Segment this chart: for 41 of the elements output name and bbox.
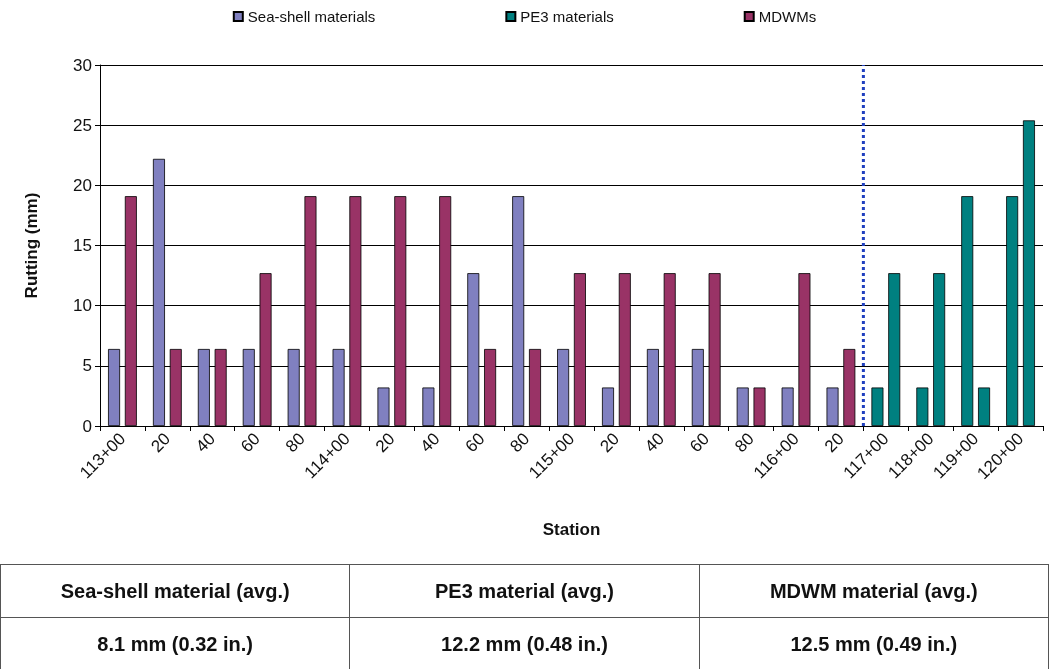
- x-tick-label: 40: [416, 429, 444, 457]
- x-tick-label: 60: [461, 429, 489, 457]
- y-tick-label: 30: [73, 55, 92, 75]
- text: 12.2 mm (0.48 in.): [349, 617, 700, 669]
- y-tick-label: 20: [73, 175, 92, 195]
- text: PE3 material (avg.): [349, 564, 700, 618]
- bar: [753, 387, 766, 426]
- text: 12.5 mm (0.49 in.): [699, 617, 1049, 669]
- bar: [602, 387, 614, 426]
- y-tick-label: 10: [73, 296, 92, 316]
- x-tick-label: 20: [596, 429, 624, 457]
- bar: [422, 387, 435, 426]
- x-tick-label: 40: [192, 429, 219, 457]
- x-tick-label: 80: [731, 429, 758, 457]
- legend-label: MDWMs: [758, 8, 817, 25]
- bar: [871, 387, 884, 426]
- bar: [978, 387, 991, 426]
- text: Sea-shell material (avg.): [0, 564, 350, 618]
- bar: [781, 387, 794, 426]
- bar: [826, 387, 839, 426]
- x-tick-label: 80: [506, 429, 534, 457]
- x-tick-label: 20: [147, 429, 175, 457]
- x-tick-label: 20: [820, 429, 848, 457]
- y-tick-label: 5: [82, 356, 92, 376]
- text: MDWM material (avg.): [699, 564, 1049, 618]
- bar: [916, 387, 929, 426]
- x-tick-label: 60: [237, 429, 264, 457]
- y-axis-title: Rutting (mm): [22, 192, 41, 299]
- y-tick-label: 15: [73, 236, 92, 255]
- legend-label: PE3 materials: [520, 8, 614, 25]
- x-tick-label: 20: [371, 429, 399, 457]
- x-axis-title: Station: [542, 520, 601, 539]
- legend-label: Sea-shell materials: [247, 8, 376, 25]
- y-tick-label: 25: [73, 115, 92, 135]
- text: 8.1 mm (0.32 in.): [0, 617, 350, 669]
- y-tick-label: 0: [82, 416, 92, 436]
- bar: [736, 387, 749, 426]
- x-tick-label: 40: [641, 429, 669, 457]
- x-tick-label: 80: [281, 429, 309, 457]
- x-tick-label: 60: [686, 429, 713, 457]
- bar: [377, 387, 390, 426]
